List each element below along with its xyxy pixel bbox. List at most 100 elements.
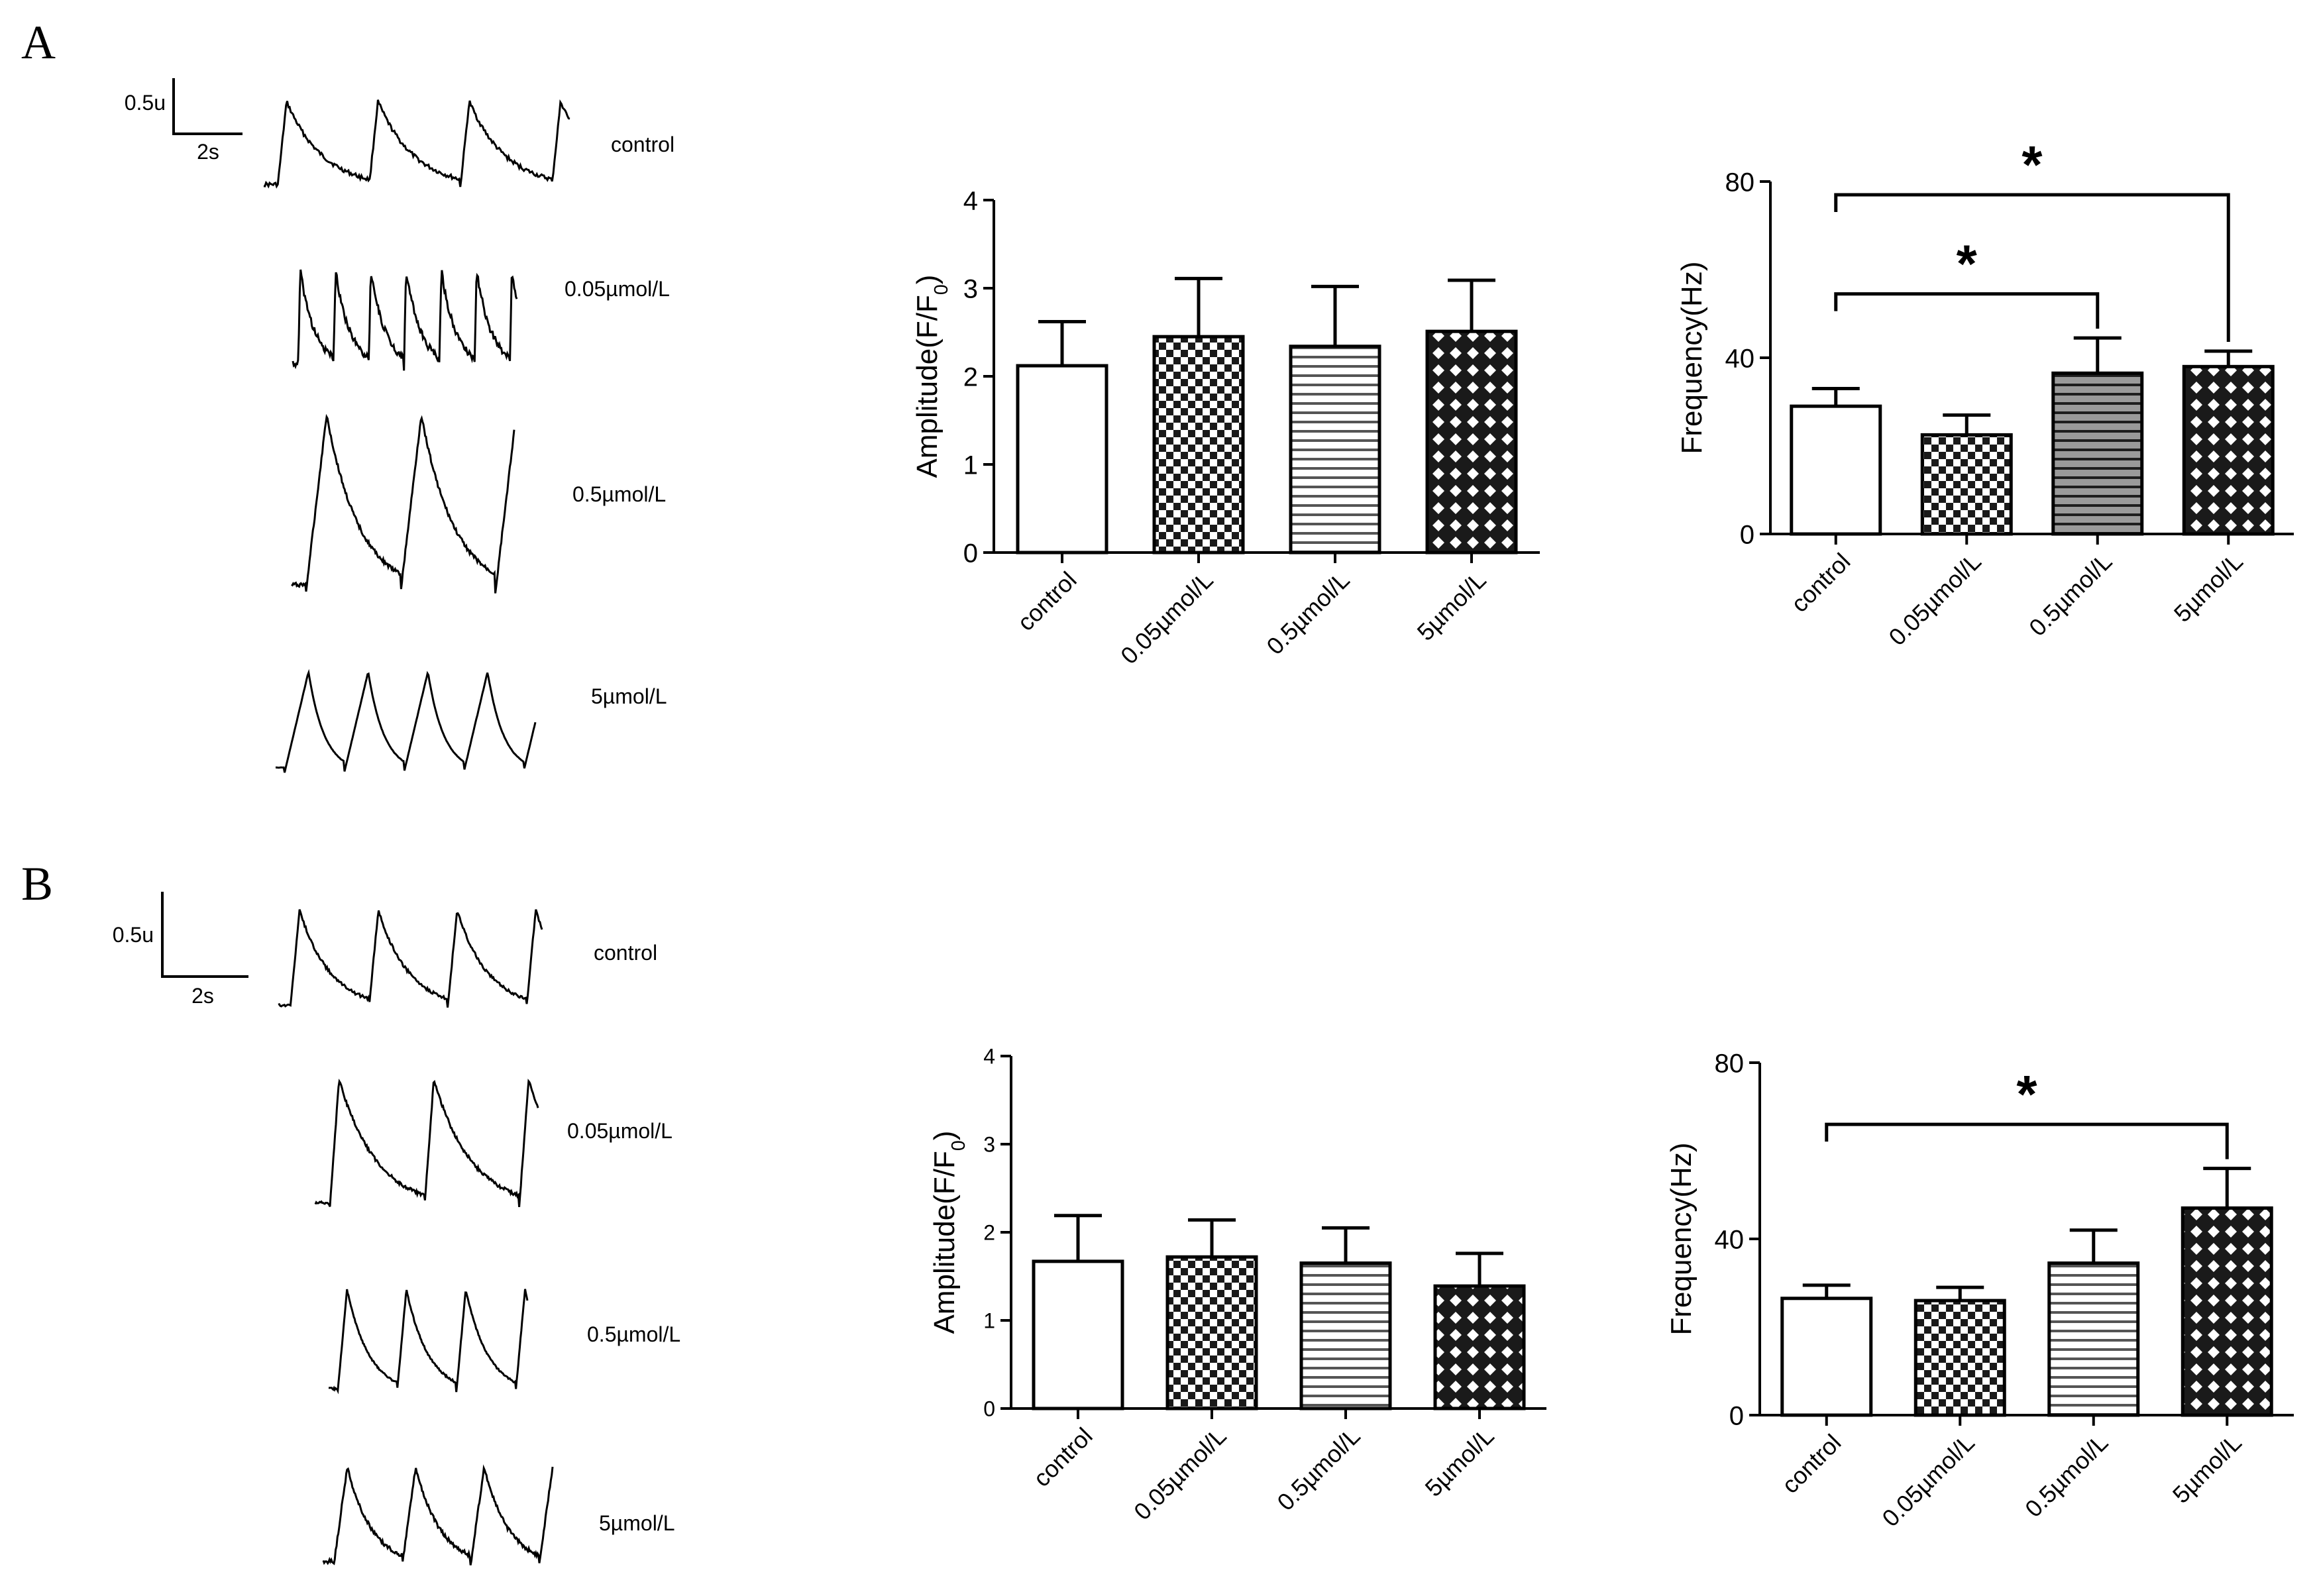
- y-tick-label: 0: [1729, 1401, 1744, 1430]
- panel-letter-a: A: [21, 16, 56, 69]
- x-tick-label: control: [1012, 566, 1081, 636]
- y-tick-label: 4: [983, 1045, 995, 1069]
- traces-a: control 0.05µmol/L 0.5µmol/L 5µmol/L: [263, 99, 674, 773]
- x-tick-label: 5µmol/L: [1420, 1422, 1499, 1502]
- trace-label-b-control: control: [594, 941, 657, 965]
- y-axis-label-main: Amplitude(F/F: [928, 1151, 961, 1334]
- traces-b: control 0.05µmol/L 0.5µmol/L 5µmol/L: [278, 909, 680, 1566]
- x-tick-label: 0.5µmol/L: [1261, 566, 1354, 660]
- bar-4: [1433, 1284, 1526, 1410]
- x-tick-label: 0.05µmol/L: [1128, 1422, 1231, 1525]
- trace-label-b-5: 5µmol/L: [599, 1511, 674, 1535]
- panel-b: B 0.5u 2s control 0.05µmol/L 0.5µmol/L 5…: [21, 857, 2294, 1566]
- y-tick-label: 40: [1725, 344, 1755, 373]
- y-tick-label: 0: [963, 539, 978, 568]
- chart-a-amplitude: 0 1 2 3 4 control 0.05µmol/L 0.5µmol/L 5µmol/L Am…: [911, 186, 1540, 669]
- chart-b-amplitude: 0 1 2 3 4 control 0.05µmol/L 0.5µmol/L 5µmol/L Am…: [928, 1045, 1546, 1525]
- scale-bar-a: 0.5u 2s: [125, 78, 243, 164]
- scale-bar-b-amplitude: 0.5u: [113, 923, 154, 947]
- trace-b-1: [278, 909, 543, 1008]
- chart-a-frequency: 0 40 80 control 0.05µmol/L 0.5µmol/L 5µmol/L Fr…: [1676, 135, 2294, 651]
- trace-b-4: [322, 1464, 554, 1566]
- trace-a-2: [292, 269, 518, 371]
- trace-label-a-0-5: 0.5µmol/L: [572, 482, 666, 506]
- bar-1: [1032, 1259, 1124, 1410]
- bar-3: [1289, 345, 1381, 555]
- y-tick-label: 4: [963, 186, 978, 215]
- y-axis-label: Frequency(Hz): [1676, 262, 1708, 454]
- y-axis-label-end: ): [928, 1131, 961, 1141]
- y-axis-label-end: ): [911, 275, 944, 285]
- trace-label-a-5: 5µmol/L: [591, 684, 667, 708]
- bar-2: [1165, 1255, 1258, 1410]
- scale-bar-b-lines: [161, 892, 248, 978]
- bar-2: [1152, 335, 1245, 555]
- panel-letter-b: B: [21, 857, 53, 910]
- trace-a-1: [263, 99, 570, 189]
- y-tick-label: 3: [963, 274, 978, 303]
- x-tick-label: control: [1776, 1429, 1846, 1499]
- bar-2: [1914, 1299, 2006, 1417]
- significance-star: *: [1957, 235, 1978, 293]
- x-tick-label: 0.05µmol/L: [1115, 566, 1218, 669]
- y-axis-label-sub: 0: [948, 1140, 969, 1151]
- trace-label-a-control: control: [611, 133, 674, 156]
- y-axis-label-sub: 0: [931, 284, 952, 295]
- x-tick-label: 0.05µmol/L: [1876, 1429, 1979, 1532]
- trace-a-4: [275, 668, 537, 773]
- scale-bar-b-time: 2s: [191, 984, 214, 1008]
- scale-bar-a-amplitude: 0.5u: [125, 91, 166, 115]
- chart-b-frequency: 0 40 80 control 0.05µmol/L 0.5µmol/L 5µmol/L Fr…: [1665, 1049, 2294, 1532]
- y-axis-label-main: Frequency(Hz): [1665, 1143, 1698, 1336]
- significance-bracket: [1834, 292, 2100, 329]
- y-tick-label: 0: [1740, 520, 1754, 549]
- scale-bar-a-time: 2s: [197, 140, 219, 164]
- significance-star: *: [2016, 1065, 2037, 1124]
- trace-b-2: [314, 1079, 539, 1208]
- bar-4: [2181, 1206, 2273, 1417]
- x-tick-label: 5µmol/L: [2169, 548, 2248, 627]
- bar-3: [2051, 371, 2144, 536]
- x-tick-label: 0.5µmol/L: [2023, 548, 2117, 641]
- x-tick-label: 0.05µmol/L: [1883, 548, 1986, 651]
- y-tick-label: 80: [1715, 1049, 1745, 1078]
- bar-1: [1780, 1297, 1873, 1417]
- scale-bar-a-lines: [172, 78, 243, 135]
- y-axis-label-main: Frequency(Hz): [1676, 262, 1708, 454]
- significance-bracket: [1834, 193, 2230, 343]
- y-tick-label: 3: [983, 1133, 995, 1157]
- bar-4: [2182, 364, 2275, 536]
- significance-star: *: [2022, 135, 2043, 194]
- bar-4: [1425, 329, 1518, 555]
- trace-label-b-0-05: 0.05µmol/L: [567, 1119, 673, 1143]
- y-axis-label: Frequency(Hz): [1665, 1143, 1698, 1336]
- significance-bracket: [1825, 1122, 2229, 1159]
- x-tick-label: 0.5µmol/L: [1271, 1422, 1365, 1516]
- y-axis-label: Amplitude(F/F0): [928, 1131, 969, 1334]
- trace-b-3: [328, 1289, 529, 1395]
- bar-3: [1299, 1261, 1392, 1410]
- bar-1: [1790, 404, 1882, 536]
- y-tick-label: 80: [1725, 168, 1755, 197]
- scale-bar-b: 0.5u 2s: [113, 892, 248, 1008]
- y-axis-label: Amplitude(F/F0): [911, 275, 952, 478]
- y-tick-label: 40: [1715, 1225, 1745, 1254]
- y-tick-label: 1: [963, 451, 978, 480]
- x-tick-label: control: [1786, 548, 1855, 617]
- trace-label-b-0-5: 0.5µmol/L: [587, 1322, 680, 1346]
- x-tick-label: control: [1028, 1422, 1097, 1492]
- bar-1: [1016, 364, 1108, 555]
- y-tick-label: 0: [983, 1397, 995, 1421]
- bar-3: [2047, 1261, 2140, 1417]
- trace-a-3: [291, 413, 515, 594]
- x-tick-label: 5µmol/L: [1412, 566, 1491, 646]
- y-tick-label: 1: [983, 1309, 995, 1333]
- x-tick-label: 5µmol/L: [2167, 1429, 2247, 1509]
- y-tick-label: 2: [983, 1221, 995, 1245]
- y-tick-label: 2: [963, 362, 978, 392]
- bar-2: [1920, 433, 2013, 536]
- panel-a: A 0.5u 2s control 0.05µmol/L 0.5µmol/L 5…: [21, 16, 2294, 773]
- x-tick-label: 0.5µmol/L: [2020, 1429, 2113, 1522]
- y-axis-label-main: Amplitude(F/F: [911, 295, 944, 478]
